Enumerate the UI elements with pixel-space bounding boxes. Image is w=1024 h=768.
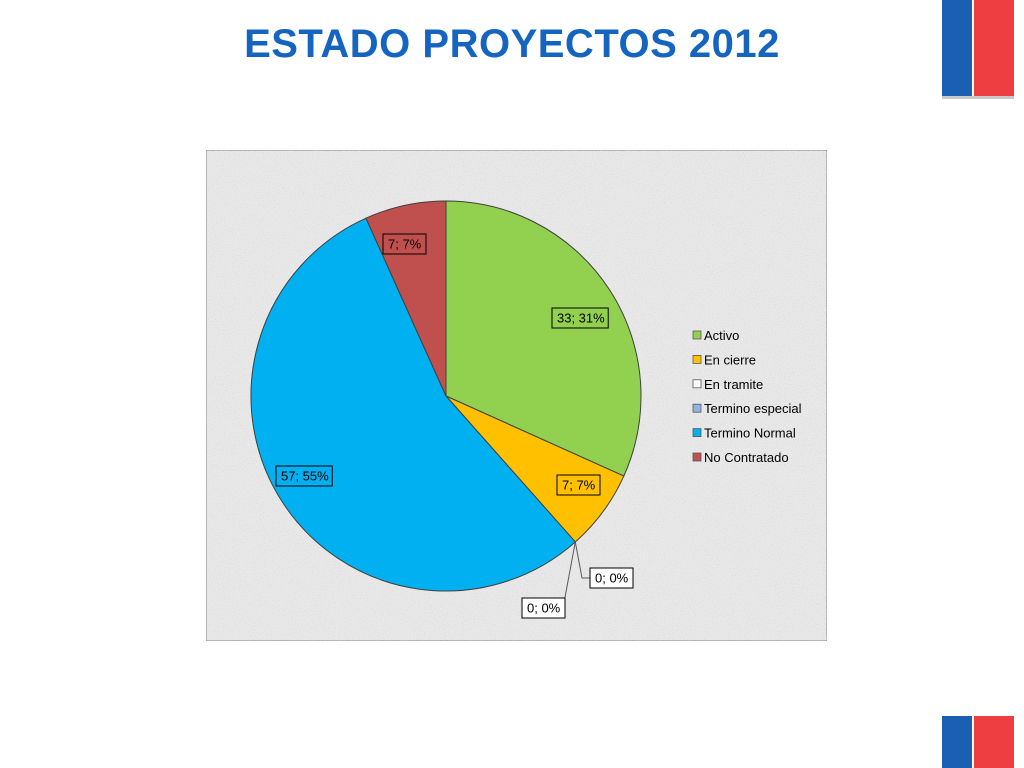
legend-item-en-cierre: En cierre bbox=[692, 352, 756, 367]
data-label-termino-normal: 57; 55% bbox=[275, 465, 333, 487]
data-label-text: 0; 0% bbox=[595, 571, 629, 586]
legend-swatch bbox=[692, 403, 702, 413]
legend-label: Termino especial bbox=[704, 401, 802, 416]
data-label-en-tramite: 0; 0% bbox=[589, 567, 634, 589]
legend-swatch bbox=[692, 452, 702, 462]
data-label-activo: 33; 31% bbox=[551, 307, 609, 329]
legend-swatch bbox=[692, 330, 702, 340]
legend: Activo En cierre En tramite Termino especia… bbox=[692, 328, 802, 465]
data-label-box bbox=[556, 474, 601, 496]
data-label-no-contratado: 7; 7% bbox=[382, 233, 427, 255]
data-label-text: 33; 31% bbox=[557, 311, 605, 326]
legend-item-en-tramite: En tramite bbox=[692, 377, 763, 392]
leader-line-en-tramite bbox=[574, 541, 590, 579]
legend-label: En tramite bbox=[704, 377, 763, 392]
legend-label: Termino Normal bbox=[704, 426, 796, 441]
flag-blue-stripe bbox=[942, 0, 972, 96]
pie-slice-activo bbox=[445, 200, 642, 477]
pie-slice-termino-normal bbox=[250, 217, 577, 592]
flag-decoration-top bbox=[942, 0, 1014, 99]
flag-shadow bbox=[942, 96, 1014, 99]
flag-decoration-bottom bbox=[942, 716, 1014, 768]
data-label-box bbox=[589, 567, 634, 589]
data-label-text: 57; 55% bbox=[281, 469, 329, 484]
data-labels: 33; 31% 7; 7% 0; 0% 0; 0% 57; 55% 7; 7% bbox=[275, 233, 634, 619]
legend-label: Activo bbox=[704, 328, 739, 343]
flag-red-stripe bbox=[974, 716, 1014, 768]
data-label-box bbox=[551, 307, 609, 329]
data-label-text: 7; 7% bbox=[562, 478, 596, 493]
legend-item-termino-especial: Termino especial bbox=[692, 401, 802, 416]
data-label-termino-especial: 0; 0% bbox=[521, 597, 566, 619]
page-title: ESTADO PROYECTOS 2012 bbox=[244, 22, 780, 66]
legend-item-termino-normal: Termino Normal bbox=[692, 426, 796, 441]
legend-swatch bbox=[692, 428, 702, 438]
data-label-box bbox=[521, 597, 566, 619]
data-label-en-cierre: 7; 7% bbox=[556, 474, 601, 496]
data-label-box bbox=[382, 233, 427, 255]
data-label-text: 7; 7% bbox=[388, 237, 422, 252]
pie-slices bbox=[250, 200, 642, 592]
legend-label: No Contratado bbox=[704, 450, 789, 465]
legend-swatch bbox=[692, 379, 702, 389]
legend-label: En cierre bbox=[704, 352, 756, 367]
flag-blue-stripe bbox=[942, 716, 972, 768]
legend-swatch bbox=[692, 354, 702, 364]
flag-red-stripe bbox=[974, 0, 1014, 96]
legend-item-activo: Activo bbox=[692, 328, 739, 343]
data-label-box bbox=[275, 465, 333, 487]
data-label-text: 0; 0% bbox=[527, 601, 561, 616]
legend-item-no-contratado: No Contratado bbox=[692, 450, 789, 465]
